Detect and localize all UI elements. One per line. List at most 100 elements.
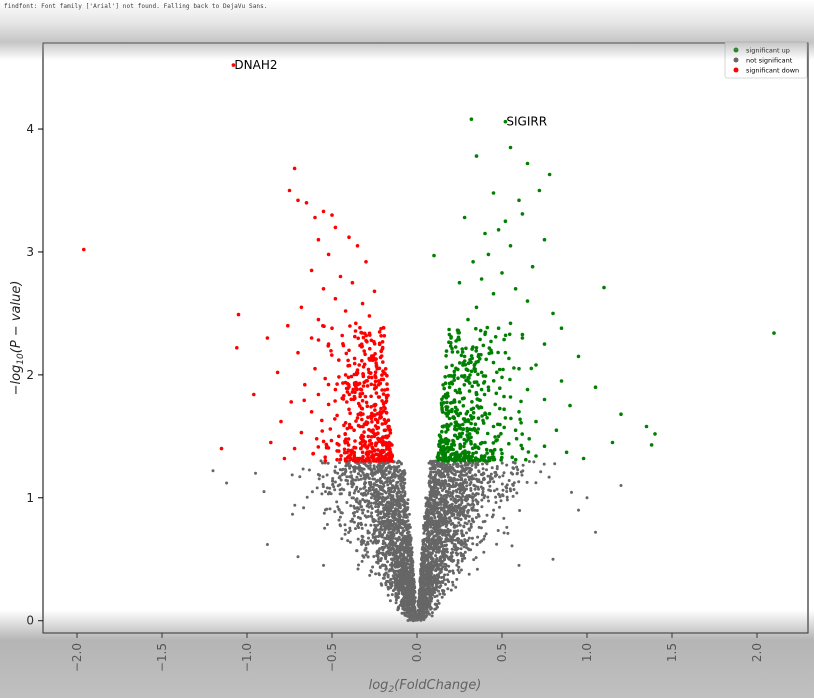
not-significant-point: [399, 588, 403, 592]
not-significant-point: [452, 545, 456, 548]
significant-up-point: [480, 414, 484, 418]
significant-up-point: [514, 436, 519, 441]
significant-up-point: [438, 457, 443, 462]
not-significant-point: [395, 508, 399, 512]
not-significant-point: [447, 516, 451, 520]
not-significant-point: [461, 557, 464, 561]
not-significant-point: [391, 546, 395, 550]
not-significant-point: [402, 593, 406, 597]
significant-down-point: [379, 451, 383, 456]
not-significant-point: [542, 462, 546, 466]
not-significant-point: [419, 573, 423, 577]
significant-down-point: [353, 446, 358, 450]
not-significant-point: [430, 576, 434, 580]
significant-down-point: [323, 455, 328, 460]
significant-up-point: [500, 455, 504, 460]
not-significant-point: [430, 538, 434, 542]
significant-up-point: [461, 404, 466, 408]
not-significant-point: [383, 490, 387, 494]
not-significant-point: [484, 532, 488, 536]
significant-up-point: [453, 345, 458, 349]
not-significant-point: [432, 563, 436, 567]
not-significant-point: [302, 506, 306, 510]
not-significant-point: [430, 614, 434, 618]
significant-up-point: [513, 457, 518, 462]
significant-up-point: [508, 321, 513, 326]
not-significant-point: [397, 574, 400, 578]
significant-down-point: [374, 375, 378, 380]
significant-up-point: [475, 430, 480, 435]
significant-up-point: [472, 380, 477, 385]
not-significant-point: [399, 483, 403, 486]
significant-down-point: [363, 440, 368, 444]
not-significant-point: [429, 486, 433, 490]
significant-up-point: [483, 330, 488, 335]
significant-up-point: [441, 401, 446, 405]
not-significant-point: [442, 475, 446, 479]
not-significant-point: [394, 527, 398, 531]
not-significant-point: [412, 586, 416, 590]
not-significant-point: [438, 465, 442, 469]
not-significant-point: [422, 523, 426, 527]
not-significant-point: [321, 475, 325, 479]
not-significant-point: [436, 464, 440, 468]
significant-down-point: [362, 349, 367, 353]
not-significant-point: [363, 477, 367, 481]
significant-down-point: [347, 422, 352, 427]
not-significant-point: [396, 480, 400, 484]
not-significant-point: [357, 490, 360, 493]
not-significant-point: [403, 478, 407, 481]
not-significant-point: [490, 466, 494, 470]
not-significant-point: [505, 498, 509, 502]
not-significant-point: [352, 520, 356, 524]
significant-down-point: [357, 456, 362, 461]
significant-up-point: [451, 415, 455, 420]
significant-down-point: [377, 366, 382, 371]
not-significant-point: [481, 490, 485, 494]
not-significant-point: [466, 502, 470, 506]
significant-up-point: [500, 375, 504, 380]
not-significant-point: [428, 533, 432, 537]
not-significant-point: [435, 560, 439, 564]
significant-up-point: [457, 387, 462, 392]
significant-down-point: [282, 456, 287, 461]
not-significant-point: [470, 517, 474, 521]
significant-down-point: [375, 412, 380, 416]
significant-down-point: [365, 453, 370, 458]
significant-up-point: [461, 363, 465, 367]
not-significant-point: [517, 563, 521, 567]
not-significant-point: [418, 576, 422, 580]
legend-marker: [733, 47, 739, 53]
significant-up-point: [443, 451, 448, 456]
significant-down-point: [316, 237, 321, 242]
significant-up-point: [496, 350, 500, 355]
significant-up-point: [471, 410, 476, 415]
significant-up-point: [593, 385, 598, 390]
not-significant-point: [427, 552, 431, 555]
not-significant-point: [357, 526, 361, 530]
not-significant-point: [391, 501, 395, 505]
significant-up-point: [471, 260, 475, 264]
significant-down-point: [378, 416, 382, 420]
not-significant-point: [443, 562, 447, 566]
not-significant-point: [450, 505, 454, 509]
not-significant-point: [375, 493, 379, 497]
significant-down-point: [361, 454, 365, 459]
significant-up-point: [452, 369, 457, 374]
significant-up-point: [473, 422, 478, 427]
significant-down-point: [328, 427, 333, 431]
not-significant-point: [472, 520, 476, 524]
not-significant-point: [505, 463, 509, 467]
not-significant-point: [391, 589, 395, 593]
not-significant-point: [254, 471, 257, 475]
not-significant-point: [395, 492, 399, 496]
significant-down-point: [265, 336, 270, 340]
not-significant-point: [409, 566, 413, 570]
significant-up-point: [479, 457, 484, 462]
significant-up-point: [649, 443, 654, 447]
not-significant-point: [411, 599, 415, 602]
not-significant-point: [446, 466, 450, 470]
not-significant-point: [489, 489, 493, 493]
not-significant-point: [388, 524, 392, 528]
not-significant-point: [444, 490, 448, 494]
